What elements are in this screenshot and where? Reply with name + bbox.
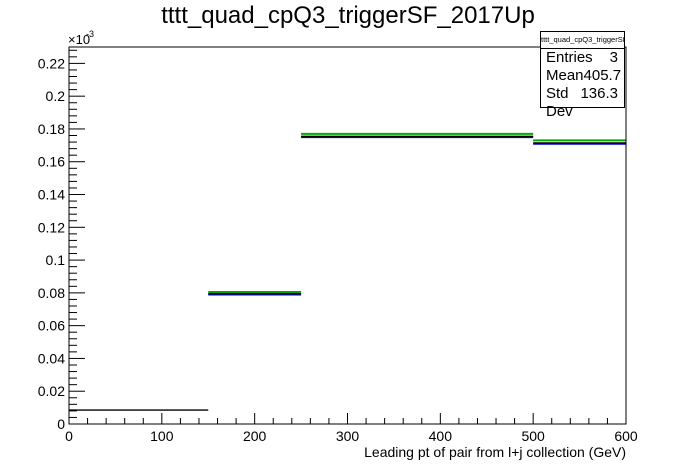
stats-value: 405.7: [583, 67, 622, 84]
y-multiplier-exponent: -3: [86, 29, 94, 39]
y-tick-label: 0.04: [38, 350, 65, 366]
stats-row-mean: Mean 405.7: [541, 67, 624, 85]
y-tick-label: 0: [57, 416, 65, 432]
x-tick-label: 500: [521, 428, 545, 444]
y-tick-label: 0.14: [38, 187, 65, 203]
y-tick-label: 0.06: [38, 318, 65, 334]
y-tick-label: 0.2: [46, 88, 66, 104]
stats-value: 3: [609, 49, 618, 66]
stats-box: tttt_quad_cpQ3_triggerSF_2017Up Entries …: [540, 31, 625, 120]
y-tick-label: 0.16: [38, 154, 65, 170]
x-tick-label: 400: [429, 428, 453, 444]
stats-label: Std Dev: [546, 85, 573, 120]
y-tick-label: 0.08: [38, 285, 65, 301]
stats-row-entries: Entries 3: [541, 49, 624, 67]
stats-value: 136.3: [580, 85, 618, 102]
stats-box-title: tttt_quad_cpQ3_triggerSF_2017Up: [541, 32, 624, 49]
y-tick-label: 0.12: [38, 219, 65, 235]
x-tick-label: 100: [150, 428, 174, 444]
x-axis-label: Leading pt of pair from l+j collection (…: [364, 444, 626, 460]
axes: 0 100 200 300 400 500 600 0 0.02 0.04 0.06 0.08 0.1 0…: [38, 49, 638, 444]
y-tick-label: 0.02: [38, 383, 65, 399]
histogram-bars: [69, 132, 626, 411]
y-tick-label: 0.22: [38, 55, 65, 71]
stats-label: Entries: [546, 49, 593, 66]
y-multiplier-label: ×10: [68, 32, 90, 47]
stats-label: Mean: [546, 67, 584, 84]
x-tick-label: 600: [614, 428, 638, 444]
chart-title: tttt_quad_cpQ3_triggerSF_2017Up: [161, 2, 535, 29]
stats-row-stddev: Std Dev 136.3: [541, 85, 624, 121]
x-tick-label: 0: [65, 428, 73, 444]
x-tick-label: 200: [243, 428, 267, 444]
y-tick-label: 0.18: [38, 121, 65, 137]
x-tick-label: 300: [336, 428, 360, 444]
y-tick-label: 0.1: [46, 252, 66, 268]
